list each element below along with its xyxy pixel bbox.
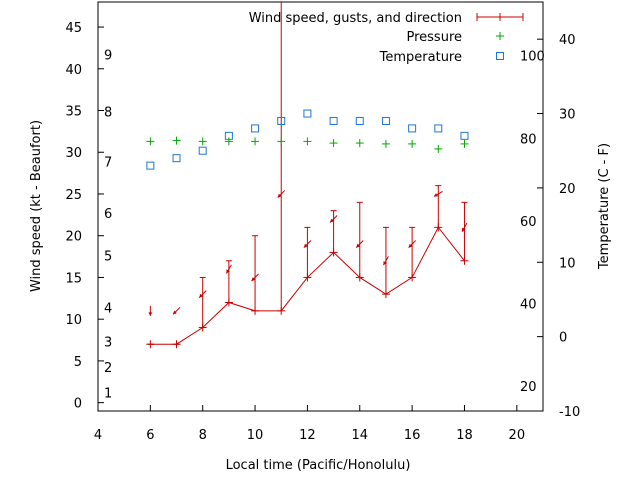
x-tick-label: 6 bbox=[146, 428, 154, 443]
fahrenheit-label: 60 bbox=[520, 215, 537, 230]
legend-label-pressure: Pressure bbox=[406, 30, 462, 45]
wind-series bbox=[146, 2, 469, 349]
fahrenheit-label: 100 bbox=[520, 50, 545, 65]
temperature-marker bbox=[460, 131, 469, 140]
celsius-tick-label: 30 bbox=[559, 108, 576, 123]
wind-direction-arrowhead bbox=[408, 243, 413, 248]
beaufort-label: 9 bbox=[104, 49, 112, 64]
temperature-marker bbox=[172, 154, 181, 163]
legend-label-temperature: Temperature bbox=[379, 50, 462, 65]
y-tick-label: 30 bbox=[65, 146, 82, 161]
wind-direction-arrowhead bbox=[226, 269, 230, 274]
y-tick-label: 5 bbox=[74, 355, 82, 370]
temperature-marker bbox=[329, 116, 338, 125]
y-axis-title-right: Temperature (C - F) bbox=[597, 143, 612, 270]
left-axis: 0 5 10 15 20 25 30 35 40 45 bbox=[65, 21, 104, 412]
celsius-tick-label: 20 bbox=[559, 182, 576, 197]
y-tick-label: 20 bbox=[65, 230, 82, 245]
temperature-marker bbox=[277, 116, 286, 125]
x-tick-label: 14 bbox=[351, 428, 368, 443]
temperature-marker bbox=[355, 116, 364, 125]
wind-direction-arrowhead bbox=[172, 310, 177, 315]
wind-direction-arrowhead bbox=[433, 193, 438, 197]
temperature-marker bbox=[224, 131, 233, 140]
beaufort-label: 2 bbox=[104, 361, 112, 376]
beaufort-label: 4 bbox=[104, 301, 112, 316]
wind-direction-arrowhead bbox=[148, 312, 153, 316]
beaufort-label: 1 bbox=[104, 387, 112, 402]
x-tick-label: 4 bbox=[94, 428, 102, 443]
beaufort-label: 5 bbox=[104, 250, 112, 265]
plot-frame bbox=[97, 1, 544, 412]
beaufort-label: 6 bbox=[104, 207, 112, 222]
temperature-marker bbox=[146, 161, 155, 170]
legend-key-pressure bbox=[496, 32, 504, 40]
wind-direction-arrowhead bbox=[277, 193, 282, 198]
temperature-marker bbox=[381, 116, 390, 125]
x-tick-label: 16 bbox=[404, 428, 421, 443]
right-axis: -10 0 10 20 30 40 bbox=[537, 33, 580, 420]
y-tick-label: 35 bbox=[65, 105, 82, 120]
wind-direction-arrowhead bbox=[356, 243, 361, 248]
wind-direction-arrowhead bbox=[383, 261, 387, 266]
beaufort-labels: 1 2 3 4 5 6 7 8 9 bbox=[104, 49, 112, 402]
x-tick-label: 8 bbox=[199, 428, 207, 443]
fahrenheit-labels: 20 40 60 80 100 bbox=[520, 50, 545, 396]
wind-direction-arrowhead bbox=[251, 277, 256, 281]
temperature-marker bbox=[408, 124, 417, 133]
wind-direction-arrowhead bbox=[330, 218, 334, 223]
bottom-axis: 4 6 8 10 12 14 16 18 20 bbox=[94, 405, 525, 443]
x-tick-label: 20 bbox=[509, 428, 526, 443]
beaufort-label: 7 bbox=[104, 155, 112, 170]
y-axis-title-left: Wind speed (kt - Beaufort) bbox=[29, 120, 44, 292]
y-tick-label: 25 bbox=[65, 188, 82, 203]
fahrenheit-label: 20 bbox=[520, 380, 537, 395]
x-tick-label: 10 bbox=[247, 428, 264, 443]
x-tick-label: 18 bbox=[456, 428, 473, 443]
celsius-tick-label: -10 bbox=[559, 405, 580, 420]
celsius-tick-label: 40 bbox=[559, 33, 576, 48]
celsius-tick-label: 10 bbox=[559, 256, 576, 271]
x-tick-label: 12 bbox=[299, 428, 316, 443]
temperature-series bbox=[146, 109, 469, 170]
celsius-tick-label: 0 bbox=[559, 331, 567, 346]
legend-key-wind bbox=[476, 13, 524, 21]
beaufort-label: 8 bbox=[104, 105, 112, 120]
wind-direction-arrowhead bbox=[199, 293, 204, 298]
temperature-marker bbox=[198, 146, 207, 155]
pressure-series bbox=[146, 136, 469, 153]
fahrenheit-label: 80 bbox=[520, 132, 537, 147]
legend: Wind speed, gusts, and direction Pressur… bbox=[249, 11, 524, 65]
y-tick-label: 0 bbox=[74, 397, 82, 412]
wind-direction-arrowhead bbox=[461, 227, 466, 232]
fahrenheit-label: 40 bbox=[520, 298, 537, 313]
temperature-marker bbox=[251, 124, 260, 133]
temperature-marker bbox=[434, 124, 443, 133]
beaufort-label: 3 bbox=[104, 336, 112, 351]
legend-label-wind: Wind speed, gusts, and direction bbox=[249, 11, 462, 26]
y-tick-label: 15 bbox=[65, 271, 82, 286]
y-tick-label: 10 bbox=[65, 313, 82, 328]
legend-key-temperature bbox=[496, 52, 504, 60]
y-tick-label: 45 bbox=[65, 21, 82, 36]
x-axis-title: Local time (Pacific/Honolulu) bbox=[226, 458, 411, 473]
wind-direction-arrowhead bbox=[303, 243, 308, 248]
temperature-marker bbox=[303, 109, 312, 118]
y-tick-label: 40 bbox=[65, 63, 82, 78]
